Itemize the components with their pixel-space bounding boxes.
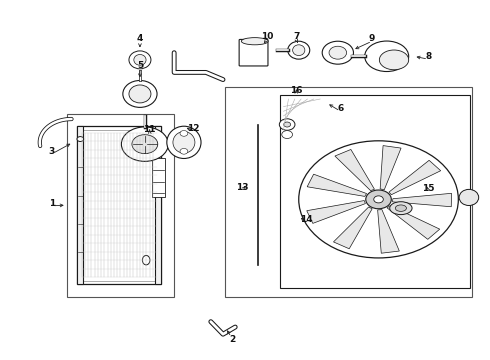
Circle shape — [122, 127, 168, 161]
Circle shape — [299, 141, 458, 258]
Polygon shape — [307, 174, 367, 197]
Text: 16: 16 — [290, 86, 302, 95]
Ellipse shape — [129, 85, 151, 103]
Text: 15: 15 — [422, 184, 435, 193]
Circle shape — [180, 148, 188, 154]
Text: 8: 8 — [425, 52, 431, 61]
Bar — [152, 158, 165, 197]
Text: 3: 3 — [49, 147, 55, 156]
Bar — [79, 130, 159, 280]
Circle shape — [132, 135, 158, 154]
Ellipse shape — [390, 202, 412, 215]
Text: 12: 12 — [188, 123, 200, 132]
Bar — [155, 126, 161, 284]
Polygon shape — [392, 193, 451, 207]
Text: 14: 14 — [300, 215, 313, 224]
Circle shape — [366, 190, 392, 209]
Polygon shape — [387, 206, 440, 239]
Text: 10: 10 — [261, 32, 273, 41]
Bar — [280, 95, 470, 288]
Circle shape — [180, 131, 188, 136]
Ellipse shape — [129, 51, 151, 69]
Ellipse shape — [123, 81, 157, 107]
Polygon shape — [378, 210, 399, 253]
Bar — [77, 126, 83, 284]
Ellipse shape — [134, 54, 146, 65]
Polygon shape — [389, 160, 441, 195]
FancyBboxPatch shape — [239, 40, 268, 66]
Polygon shape — [380, 145, 401, 190]
Circle shape — [284, 122, 291, 127]
Ellipse shape — [167, 126, 201, 158]
Text: 1: 1 — [49, 199, 55, 208]
Text: 11: 11 — [144, 125, 156, 134]
Text: 4: 4 — [137, 34, 143, 43]
Bar — [77, 126, 161, 284]
Ellipse shape — [459, 189, 479, 206]
Text: 2: 2 — [230, 335, 236, 344]
Ellipse shape — [143, 256, 150, 265]
Circle shape — [282, 131, 293, 139]
Circle shape — [329, 46, 346, 59]
Ellipse shape — [293, 45, 305, 55]
Circle shape — [322, 41, 353, 64]
Ellipse shape — [365, 41, 409, 72]
Text: 7: 7 — [293, 32, 299, 41]
Ellipse shape — [288, 41, 310, 59]
Polygon shape — [307, 201, 366, 224]
Circle shape — [374, 196, 383, 203]
Polygon shape — [335, 149, 374, 190]
Ellipse shape — [395, 205, 407, 211]
Polygon shape — [334, 207, 372, 249]
Text: 13: 13 — [236, 183, 249, 192]
Circle shape — [77, 136, 84, 141]
Circle shape — [279, 119, 295, 130]
Bar — [225, 87, 472, 297]
Ellipse shape — [379, 50, 409, 70]
Ellipse shape — [173, 132, 195, 153]
Text: 5: 5 — [137, 61, 143, 70]
Text: 9: 9 — [369, 34, 375, 43]
Ellipse shape — [242, 38, 268, 45]
Text: 6: 6 — [337, 104, 343, 113]
Bar — [67, 114, 174, 297]
